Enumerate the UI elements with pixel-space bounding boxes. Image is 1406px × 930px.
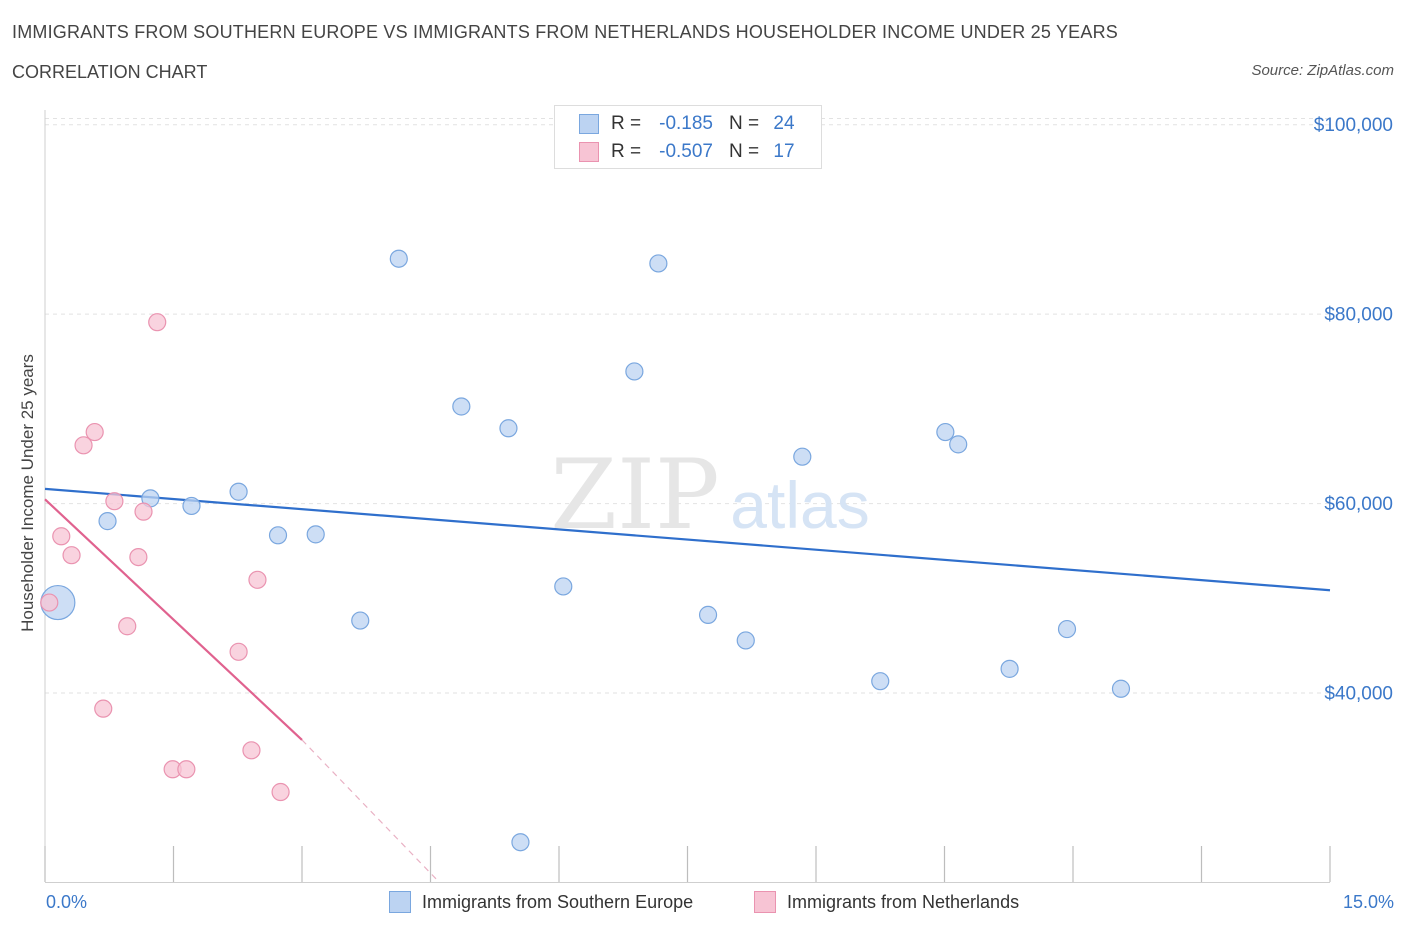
point-southern-europe xyxy=(736,631,755,650)
chart-title: IMMIGRANTS FROM SOUTHERN EUROPE VS IMMIG… xyxy=(12,22,1118,42)
point-southern-europe xyxy=(698,605,718,624)
legend-item-southern-europe[interactable]: Immigrants from Southern Europe xyxy=(389,891,693,913)
point-netherlands xyxy=(229,642,248,661)
series-legend: Immigrants from Southern Europe Immigran… xyxy=(0,891,1406,915)
point-southern-europe xyxy=(182,496,201,516)
point-netherlands xyxy=(134,502,153,521)
point-netherlands xyxy=(118,617,137,636)
y-tick-label: $60,000 xyxy=(1324,494,1393,515)
legend-swatch-blue xyxy=(389,891,411,913)
point-southern-europe xyxy=(98,512,117,531)
x-tick-max: 15.0% xyxy=(1342,892,1394,912)
legend-n-label: N = xyxy=(729,113,760,134)
point-southern-europe xyxy=(793,447,812,466)
legend-row-netherlands: R = -0.507 N = 17 xyxy=(579,140,799,164)
legend-n-value: 24 xyxy=(773,113,795,134)
point-southern-europe xyxy=(1000,659,1019,678)
point-netherlands xyxy=(177,760,196,779)
axes xyxy=(44,110,1331,883)
legend-r-value: -0.507 xyxy=(659,141,713,162)
trend-southern-europe xyxy=(44,487,1331,592)
point-netherlands xyxy=(248,570,267,589)
source-credit: Source: ZipAtlas.com xyxy=(1251,62,1394,79)
point-southern-europe xyxy=(499,419,518,438)
legend-r-label: R = xyxy=(611,141,642,162)
point-southern-europe xyxy=(949,435,968,454)
gridlines xyxy=(45,118,1330,694)
point-southern-europe xyxy=(625,362,644,381)
legend-item-netherlands[interactable]: Immigrants from Netherlands xyxy=(754,891,1019,913)
y-tick-label: $80,000 xyxy=(1324,305,1393,326)
point-netherlands xyxy=(52,527,71,546)
legend-swatch-pink xyxy=(754,891,776,913)
stats-legend: R = -0.185 N = 24 R = -0.507 N = 17 xyxy=(554,105,822,169)
chart-subtitle: CORRELATION CHART xyxy=(12,62,208,82)
trend-netherlands xyxy=(44,498,303,741)
legend-n-label: N = xyxy=(729,141,760,162)
legend-n-value: 17 xyxy=(773,141,795,162)
point-southern-europe xyxy=(268,526,288,545)
legend-r-label: R = xyxy=(611,113,642,134)
point-southern-europe xyxy=(351,611,370,630)
legend-row-southern-europe: R = -0.185 N = 24 xyxy=(579,112,799,136)
y-tick-label: $100,000 xyxy=(1314,115,1393,136)
legend-swatch-blue xyxy=(579,114,599,134)
point-netherlands xyxy=(62,546,81,565)
point-southern-europe xyxy=(511,833,530,852)
x-tick-min: 0.0% xyxy=(46,892,88,912)
trend-netherlands-extension xyxy=(301,739,440,883)
point-southern-europe xyxy=(936,422,955,442)
legend-r-value: -0.185 xyxy=(659,113,713,134)
point-netherlands xyxy=(74,436,93,455)
point-netherlands xyxy=(94,699,113,718)
point-southern-europe xyxy=(1111,679,1131,698)
legend-label: Immigrants from Netherlands xyxy=(787,891,1020,912)
point-southern-europe xyxy=(229,482,248,501)
legend-label: Immigrants from Southern Europe xyxy=(422,891,694,912)
y-tick-labels: $40,000 $60,000 $80,000 $100,000 xyxy=(1314,115,1393,704)
watermark-zip: ZIP xyxy=(550,439,719,551)
point-netherlands xyxy=(129,547,148,567)
watermark: ZIP atlas xyxy=(550,439,869,551)
point-southern-europe xyxy=(649,254,668,273)
legend-swatch-pink xyxy=(579,142,599,162)
point-netherlands xyxy=(105,492,124,511)
trend-lines xyxy=(44,487,1331,883)
point-southern-europe xyxy=(306,525,325,544)
point-southern-europe xyxy=(452,397,471,416)
y-tick-label: $40,000 xyxy=(1324,684,1393,705)
point-southern-europe xyxy=(871,672,890,691)
point-netherlands xyxy=(40,593,59,612)
watermark-atlas: atlas xyxy=(730,468,869,542)
point-netherlands xyxy=(148,313,167,332)
point-netherlands xyxy=(85,422,104,442)
data-points xyxy=(40,249,1131,852)
point-southern-europe xyxy=(389,249,408,268)
point-southern-europe xyxy=(1057,619,1077,639)
point-netherlands xyxy=(271,782,290,802)
point-southern-europe xyxy=(554,577,573,596)
point-netherlands xyxy=(242,741,261,760)
